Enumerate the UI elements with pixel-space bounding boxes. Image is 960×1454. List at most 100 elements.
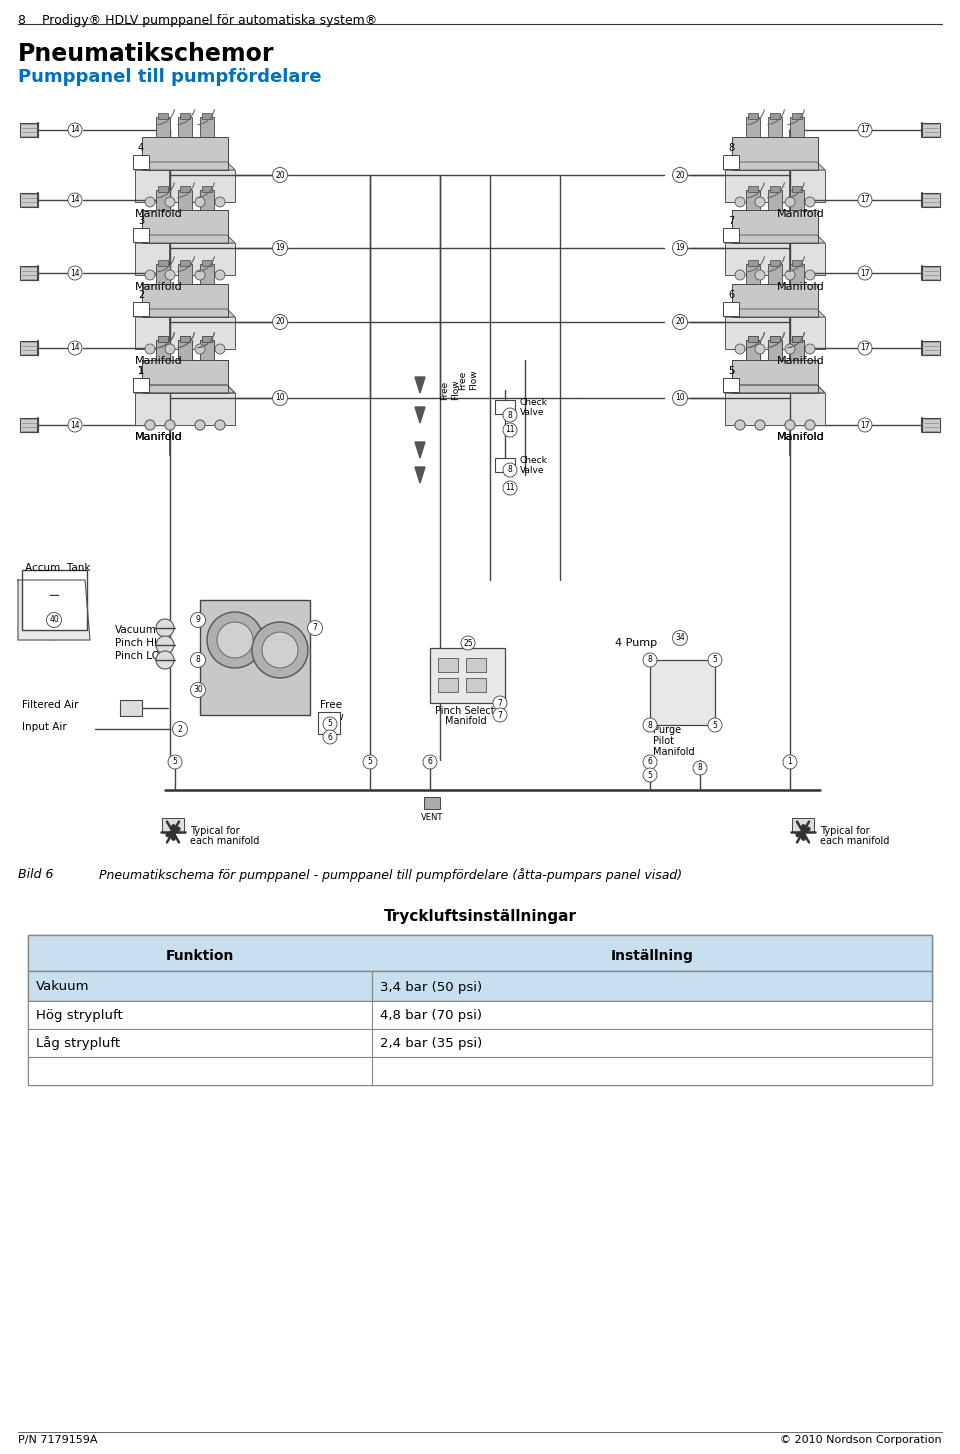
Bar	[202, 260, 212, 266]
Text: 17: 17	[860, 269, 870, 278]
Bar	[725, 393, 825, 425]
Bar	[792, 186, 802, 192]
Text: Inställning: Inställning	[611, 949, 693, 963]
Polygon shape	[135, 385, 235, 393]
Bar	[156, 340, 170, 361]
Text: 4 Pump: 4 Pump	[615, 638, 658, 648]
Text: Free
Flow: Free Flow	[440, 379, 460, 400]
Polygon shape	[135, 236, 235, 243]
Bar	[200, 265, 214, 284]
Circle shape	[693, 760, 707, 775]
Text: each manifold: each manifold	[820, 836, 889, 846]
Bar	[768, 190, 782, 209]
Circle shape	[217, 622, 253, 659]
Bar	[790, 340, 804, 361]
Bar	[746, 340, 760, 361]
Text: 1: 1	[787, 758, 792, 766]
Bar	[748, 113, 758, 119]
Bar	[723, 302, 739, 316]
Circle shape	[503, 462, 517, 477]
Circle shape	[755, 345, 765, 353]
Circle shape	[165, 420, 175, 430]
Polygon shape	[135, 161, 235, 170]
Text: Typical for: Typical for	[190, 826, 240, 836]
Circle shape	[493, 708, 507, 723]
Text: 20: 20	[675, 317, 684, 327]
Bar	[142, 284, 228, 317]
Circle shape	[755, 270, 765, 281]
Polygon shape	[725, 310, 825, 317]
Circle shape	[145, 420, 155, 430]
Text: 2,4 bar (35 psi): 2,4 bar (35 psi)	[379, 1037, 482, 1050]
Text: 8: 8	[196, 656, 201, 664]
Bar	[792, 260, 802, 266]
Text: each manifold: each manifold	[190, 836, 259, 846]
Bar	[28, 1000, 932, 1029]
Circle shape	[215, 345, 225, 353]
Text: Check
Valve: Check Valve	[520, 457, 548, 475]
Text: Pilot: Pilot	[653, 736, 674, 746]
Circle shape	[323, 730, 337, 744]
Circle shape	[68, 193, 82, 206]
Circle shape	[785, 420, 795, 430]
Bar	[732, 284, 818, 317]
Text: Låg strypluft: Låg strypluft	[36, 1037, 120, 1050]
Bar	[746, 340, 760, 361]
Text: Purge: Purge	[653, 726, 682, 736]
Circle shape	[493, 696, 507, 710]
Text: 3,4 bar (50 psi): 3,4 bar (50 psi)	[379, 980, 482, 993]
Text: 6: 6	[648, 758, 653, 766]
Text: Vakuum: Vakuum	[36, 980, 89, 993]
Text: Pinch LO: Pinch LO	[115, 651, 160, 662]
Bar	[723, 378, 739, 393]
Bar	[725, 170, 825, 202]
Circle shape	[145, 196, 155, 206]
Polygon shape	[18, 580, 90, 640]
Text: 20: 20	[276, 317, 285, 327]
Text: 2: 2	[138, 289, 144, 300]
Bar	[732, 137, 818, 170]
Text: Bild 6: Bild 6	[18, 868, 54, 881]
Text: 11: 11	[505, 484, 515, 493]
Text: VENT: VENT	[420, 813, 444, 822]
Text: 1: 1	[138, 366, 144, 377]
Bar	[200, 601, 310, 715]
Text: 5: 5	[728, 366, 734, 377]
Circle shape	[156, 619, 174, 637]
Bar	[790, 190, 804, 209]
Bar	[158, 260, 168, 266]
Polygon shape	[135, 385, 235, 393]
Text: Manifold: Manifold	[778, 432, 825, 442]
Circle shape	[145, 270, 155, 281]
Bar	[28, 935, 932, 1085]
Text: 14: 14	[70, 420, 80, 429]
Bar	[156, 190, 170, 209]
Bar	[20, 124, 38, 137]
Bar	[180, 336, 190, 342]
Circle shape	[273, 167, 287, 183]
Circle shape	[735, 420, 745, 430]
Bar	[158, 336, 168, 342]
Bar	[133, 228, 149, 241]
Bar	[135, 243, 235, 275]
Bar	[133, 156, 149, 169]
Circle shape	[785, 345, 795, 353]
Bar	[768, 265, 782, 284]
Bar	[732, 361, 818, 393]
Bar	[202, 336, 212, 342]
Bar	[725, 393, 825, 425]
Text: −: −	[48, 589, 60, 603]
Circle shape	[195, 270, 205, 281]
Circle shape	[323, 717, 337, 731]
Bar	[746, 116, 760, 137]
Text: Manifold: Manifold	[778, 209, 825, 220]
Text: 40: 40	[49, 615, 59, 625]
Bar	[792, 336, 802, 342]
Text: 6: 6	[427, 758, 432, 766]
Circle shape	[273, 240, 287, 256]
Text: 5: 5	[712, 721, 717, 730]
Bar	[424, 797, 440, 808]
Circle shape	[215, 420, 225, 430]
Text: Tryckluftsinställningar: Tryckluftsinställningar	[383, 910, 577, 925]
Text: 14: 14	[70, 343, 80, 352]
